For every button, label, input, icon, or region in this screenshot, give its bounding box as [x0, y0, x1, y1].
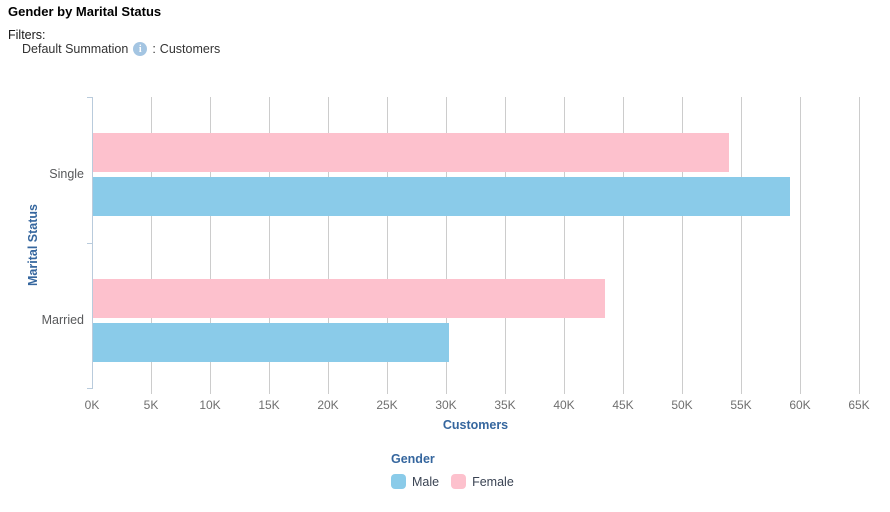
gridline: [328, 97, 329, 394]
bar-single-female[interactable]: [93, 132, 730, 172]
info-icon-glyph: i: [138, 43, 142, 55]
bar-single-male[interactable]: [93, 176, 791, 216]
filter-name: Default Summation: [22, 42, 129, 56]
x-tick-label: 10K: [199, 398, 221, 412]
category-label-single: Single: [49, 167, 84, 181]
gridline: [151, 97, 152, 394]
gridline: [741, 97, 742, 394]
gridline: [564, 97, 565, 394]
gridline: [387, 97, 388, 394]
gridline: [682, 97, 683, 394]
legend-swatch-male: [391, 474, 406, 489]
x-tick-label: 5K: [143, 398, 159, 412]
gridline: [269, 97, 270, 394]
x-tick-label: 25K: [376, 398, 398, 412]
x-tick-label: 50K: [671, 398, 693, 412]
bar-married-female[interactable]: [93, 278, 606, 318]
gridline: [446, 97, 447, 394]
filter-separator: :: [152, 42, 156, 56]
plot-area: 0K 5K 10K 15K 20K 25K 30K 35K 40K 45K 50K 55K 60K 65K…: [42, 97, 870, 412]
legend-label: Male: [412, 474, 440, 489]
x-tick-label: 35K: [494, 398, 516, 412]
category-label-married: Married: [41, 313, 84, 327]
y-axis-tick: [87, 388, 93, 389]
gridline: [800, 97, 801, 394]
x-tick-label: 55K: [730, 398, 752, 412]
bar-married-male[interactable]: [93, 322, 450, 362]
gridline: [623, 97, 624, 394]
x-tick-label: 30K: [435, 398, 457, 412]
gridline: [859, 97, 860, 394]
y-axis-tick: [87, 243, 93, 244]
x-tick-label: 65K: [848, 398, 870, 412]
legend: Gender Male Female: [391, 452, 526, 489]
x-axis-title: Customers: [442, 418, 509, 432]
legend-label: Female: [472, 474, 514, 489]
info-icon[interactable]: i: [133, 42, 148, 56]
chart-area: Marital Status 0K 5K 10K 15K 20K 25K 30K 35K 40K…: [0, 60, 890, 440]
gridline: [505, 97, 506, 394]
y-axis-title: Marital Status: [26, 204, 40, 286]
x-tick-label: 20K: [317, 398, 339, 412]
legend-item-female[interactable]: Female: [451, 474, 514, 489]
x-tick-label: 40K: [553, 398, 575, 412]
legend-items: Male Female: [391, 474, 526, 489]
x-tick-label: 15K: [258, 398, 280, 412]
y-axis-tick: [87, 97, 93, 98]
legend-item-male[interactable]: Male: [391, 474, 439, 489]
x-tick-label: 0K: [84, 398, 100, 412]
page-title: Gender by Marital Status: [8, 4, 162, 19]
legend-swatch-female: [451, 474, 467, 489]
filter-row: Default Summation i : Customers: [22, 42, 220, 56]
filter-value: Customers: [159, 42, 221, 56]
filters-label: Filters:: [8, 28, 46, 42]
x-tick-label: 45K: [612, 398, 634, 412]
x-tick-label: 60K: [789, 398, 811, 412]
gridline: [210, 97, 211, 394]
legend-title: Gender: [391, 452, 435, 466]
